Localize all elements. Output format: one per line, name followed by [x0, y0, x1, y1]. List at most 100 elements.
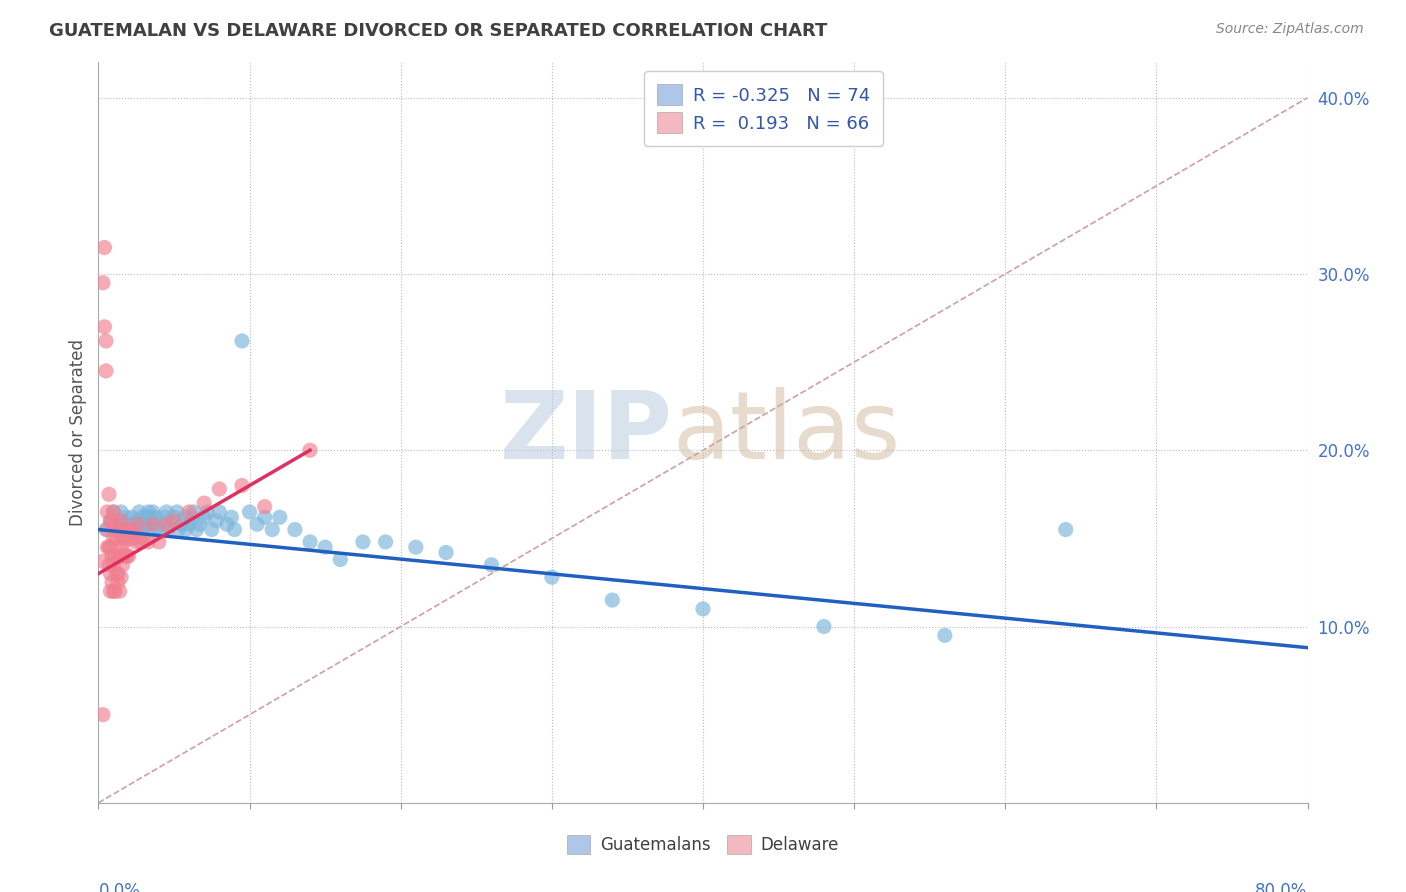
- Point: [118, 549, 141, 563]
- Point: [98, 540, 121, 554]
- Point: [195, 505, 218, 519]
- Point: [127, 514, 149, 528]
- Point: [160, 517, 183, 532]
- Point: [121, 523, 143, 537]
- Point: [122, 523, 145, 537]
- Point: [262, 523, 284, 537]
- Point: [150, 517, 173, 532]
- Point: [174, 523, 197, 537]
- Point: [129, 535, 152, 549]
- Point: [98, 487, 121, 501]
- Point: [132, 532, 155, 546]
- Point: [148, 535, 170, 549]
- Point: [131, 510, 153, 524]
- Point: [813, 619, 835, 633]
- Point: [103, 505, 125, 519]
- Point: [103, 505, 125, 519]
- Point: [540, 570, 562, 584]
- Text: atlas: atlas: [672, 386, 901, 479]
- Point: [135, 510, 157, 524]
- Point: [120, 517, 142, 532]
- Point: [112, 523, 135, 537]
- Point: [100, 514, 122, 528]
- Point: [118, 523, 141, 537]
- Point: [148, 523, 170, 537]
- Point: [100, 540, 122, 554]
- Point: [299, 443, 322, 458]
- Point: [101, 575, 124, 590]
- Point: [128, 505, 150, 519]
- Point: [96, 523, 118, 537]
- Point: [110, 514, 132, 528]
- Point: [231, 334, 253, 348]
- Point: [114, 549, 136, 563]
- Point: [122, 532, 145, 546]
- Text: Source: ZipAtlas.com: Source: ZipAtlas.com: [1216, 22, 1364, 37]
- Point: [188, 517, 211, 532]
- Point: [107, 566, 129, 581]
- Point: [121, 510, 143, 524]
- Point: [91, 554, 114, 568]
- Point: [179, 517, 201, 532]
- Point: [111, 558, 134, 572]
- Point: [100, 584, 122, 599]
- Point: [103, 584, 125, 599]
- Point: [692, 602, 714, 616]
- Point: [155, 517, 177, 532]
- Point: [405, 540, 427, 554]
- Point: [110, 570, 132, 584]
- Point: [186, 523, 208, 537]
- Point: [253, 500, 276, 514]
- Point: [142, 505, 165, 519]
- Point: [100, 514, 122, 528]
- Point: [110, 540, 132, 554]
- Point: [93, 319, 115, 334]
- Point: [107, 549, 129, 563]
- Point: [110, 505, 132, 519]
- Point: [91, 707, 114, 722]
- Point: [134, 517, 156, 532]
- Point: [111, 549, 134, 563]
- Point: [96, 540, 118, 554]
- Point: [108, 549, 131, 563]
- Point: [112, 535, 135, 549]
- Point: [125, 523, 148, 537]
- Point: [155, 505, 177, 519]
- Point: [193, 496, 215, 510]
- Point: [269, 510, 291, 524]
- Point: [105, 523, 128, 537]
- Point: [136, 535, 159, 549]
- Point: [1054, 523, 1077, 537]
- Point: [112, 517, 135, 532]
- Point: [231, 478, 253, 492]
- Point: [127, 517, 149, 532]
- Point: [299, 535, 322, 549]
- Point: [167, 523, 190, 537]
- Point: [136, 505, 159, 519]
- Point: [94, 334, 117, 348]
- Point: [101, 549, 124, 563]
- Point: [145, 510, 167, 524]
- Point: [181, 510, 204, 524]
- Point: [129, 517, 152, 532]
- Point: [183, 505, 205, 519]
- Point: [105, 566, 128, 581]
- Point: [100, 566, 122, 581]
- Point: [329, 552, 352, 566]
- Point: [107, 514, 129, 528]
- Point: [163, 514, 186, 528]
- Point: [602, 593, 624, 607]
- Point: [110, 523, 132, 537]
- Point: [170, 517, 193, 532]
- Point: [93, 240, 115, 255]
- Point: [253, 510, 276, 524]
- Point: [239, 505, 262, 519]
- Point: [107, 575, 129, 590]
- Point: [124, 517, 146, 532]
- Y-axis label: Divorced or Separated: Divorced or Separated: [69, 339, 87, 526]
- Point: [208, 482, 231, 496]
- Point: [205, 514, 228, 528]
- Point: [103, 532, 125, 546]
- Point: [132, 523, 155, 537]
- Point: [98, 558, 121, 572]
